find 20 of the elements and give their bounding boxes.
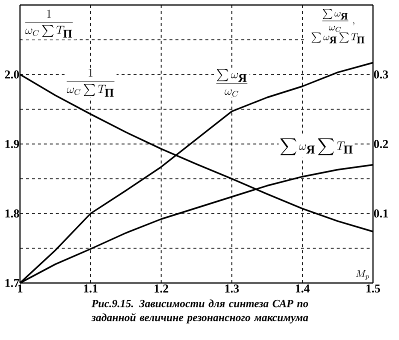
- x-tick-label: 1.1: [84, 284, 98, 293]
- y2-axis-title: $\begin{array}{c}\dfrac{\sum\omega_{\mbox{Я}}}{\omega_{C}}\;,\\ \sum\omega_{\mbox{Я}}\sum T_{\mbox{П}}\end{array}$: [312, 8, 364, 44]
- y-axis-title: $\frac{1}{\omega_{C}\sum T_{\mbox{П}}}$: [25, 10, 73, 38]
- x-tick-label: 1.5: [366, 284, 380, 293]
- y-tick-label: 1.8: [5, 209, 20, 218]
- series-label: $\frac{1}{\omega_{C}\sum T_{\mbox{П}}}$: [66, 68, 114, 97]
- y-tick-label: 2.0: [5, 70, 20, 79]
- series-label: $\sum\omega_{\mbox{Я}}\sum T_{\mbox{П}}$: [280, 138, 353, 156]
- x-tick-label: 1.2: [154, 284, 168, 293]
- y-tick-label: 1.7: [5, 278, 20, 288]
- x-tick-label: 1.4: [296, 284, 310, 293]
- y-tick-label: 1.9: [5, 140, 20, 148]
- y2-tick-label: 0.3: [374, 70, 388, 79]
- text: Рис.9.15. Зависимости для синтеза САР по заданной величине резонансного максимума: [91, 300, 308, 324]
- x-tick-label: 1.3: [225, 284, 239, 293]
- series-label: $\frac{\sum\omega_{\mbox{Я}}}{\omega_{C}}$: [216, 69, 248, 97]
- y2-tick-label: 0.1: [374, 209, 388, 218]
- y2-tick-label: 0.2: [374, 140, 388, 148]
- x-axis-title: $M_{p}$: [356, 270, 370, 280]
- x-tick-label: 1: [18, 284, 22, 292]
